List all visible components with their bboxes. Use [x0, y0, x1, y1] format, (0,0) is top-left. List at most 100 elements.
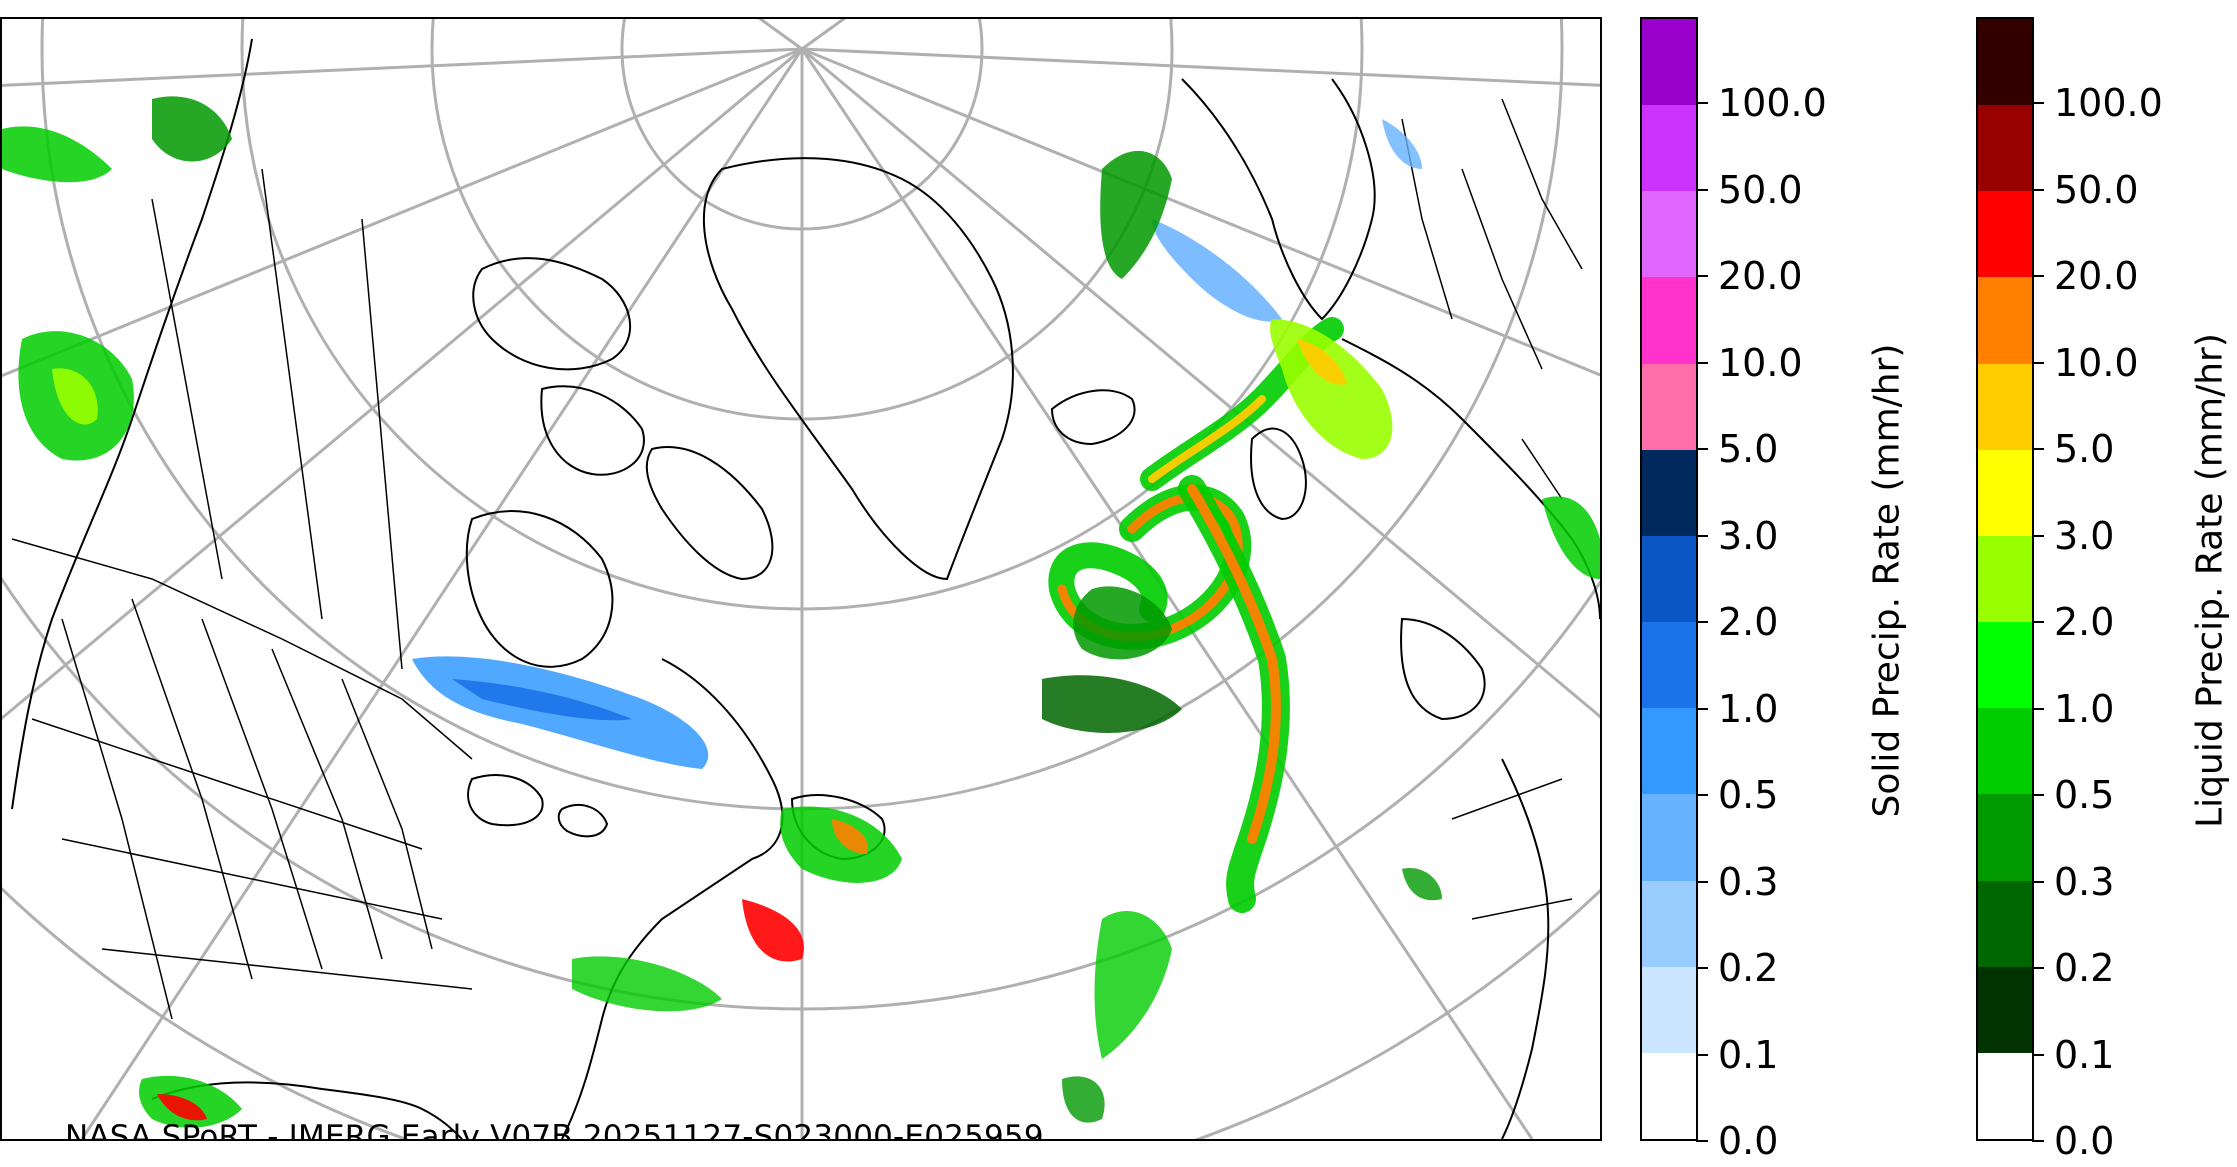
- europe-border: [1501, 98, 1583, 270]
- rain-scandinavia: [1270, 319, 1393, 459]
- colorbar-tick: [1696, 880, 1708, 883]
- snow-scandinavia: [1152, 219, 1282, 322]
- iberia-coast: [1400, 617, 1486, 721]
- political-borders: [11, 98, 1583, 1020]
- britain-coast: [1250, 427, 1307, 521]
- colorbar-tick-label: 0.2: [2054, 946, 2115, 991]
- colorbar-tick: [2032, 621, 2044, 624]
- colorbar-tick: [2032, 275, 2044, 278]
- colorbar-tick: [2032, 794, 2044, 797]
- meridian-line: [2, 47, 803, 378]
- colorbar-tick-label: 0.3: [1718, 859, 1779, 904]
- colorbar-tick-label: 1.0: [1718, 686, 1779, 731]
- colorbar-swatch: [1978, 1052, 2032, 1139]
- colorbar-tick: [2032, 361, 2044, 364]
- rain-pacific: [2, 126, 112, 183]
- rain-newfoundland: [832, 819, 868, 854]
- meridian-line: [801, 47, 1600, 719]
- meridian-line: [757, 19, 803, 51]
- great-lakes: [557, 804, 609, 838]
- map-credit-label: NASA SPoRT - IMERG Early V07B 20251127-S…: [65, 1119, 1044, 1141]
- rain-cyclone-core: [1073, 586, 1172, 660]
- colorbar-swatch: [1642, 794, 1696, 881]
- great-lakes: [467, 774, 544, 827]
- colorbar-tick: [1696, 275, 1708, 278]
- colorbar-tick-label: 3.0: [2054, 513, 2115, 558]
- na-west-coast: [11, 38, 253, 810]
- colorbar-tick: [1696, 707, 1708, 710]
- colorbar-swatch: [1642, 191, 1696, 278]
- meridian-line: [801, 47, 1600, 87]
- state-border: [271, 648, 383, 960]
- colorbar-swatch: [1642, 708, 1696, 795]
- africa-coast: [1501, 758, 1550, 1139]
- graticule: [2, 19, 1600, 1139]
- colorbar-tick-label: 0.0: [2054, 1119, 2115, 1163]
- colorbar-tick: [2032, 448, 2044, 451]
- colorbar-tick-label: 100.0: [2054, 81, 2163, 126]
- colorbar-tick-label: 3.0: [1718, 513, 1779, 558]
- arctic-islands: [472, 257, 631, 371]
- state-border: [201, 618, 323, 970]
- colorbar-tick: [2032, 707, 2044, 710]
- colorbar-tick-label: 0.5: [2054, 773, 2115, 818]
- colorbar-swatch: [1978, 622, 2032, 709]
- colorbar-tick-label: 2.0: [2054, 600, 2115, 645]
- scandinavia-coast: [1181, 78, 1376, 321]
- state-border: [341, 678, 433, 950]
- colorbar-tick: [2032, 1053, 2044, 1056]
- rain-pacific: [152, 96, 232, 162]
- colorbar-tick-label: 0.1: [2054, 1032, 2115, 1077]
- rain-europe: [1542, 496, 1600, 579]
- colorbar-swatch: [1642, 1052, 1696, 1139]
- colorbar-tick-label: 0.3: [2054, 859, 2115, 904]
- colorbar-swatch: [1978, 449, 2032, 536]
- snow-band-canada: [452, 679, 632, 721]
- iceland-coast: [1050, 389, 1136, 446]
- colorbar-tick: [1696, 1140, 1708, 1142]
- province-border: [261, 168, 323, 620]
- colorbar-tick-label: 100.0: [1718, 81, 1827, 126]
- colorbar-swatch: [1978, 794, 2032, 881]
- colorbar-tick-label: 1.0: [2054, 686, 2115, 731]
- colorbar-tick: [1696, 1053, 1708, 1056]
- solid-precip-colorbar: [1640, 17, 1698, 1141]
- na-east-coast: [561, 658, 784, 1139]
- map-canvas: [2, 19, 1600, 1139]
- colorbar-tick-label: 0.2: [1718, 946, 1779, 991]
- colorbar-tick-label: 10.0: [1718, 340, 1803, 385]
- greenland-coast: [702, 157, 1014, 581]
- rain-atlantic: [742, 899, 804, 962]
- rain-west-africa-offshore: [1402, 868, 1442, 901]
- rain-pacific: [52, 368, 98, 425]
- colorbar-swatch: [1642, 105, 1696, 192]
- colorbar-swatch: [1642, 535, 1696, 623]
- baffin-island: [645, 446, 774, 581]
- colorbar-tick-label: 20.0: [1718, 254, 1803, 299]
- province-border: [361, 218, 403, 670]
- europe-coast: [1341, 338, 1600, 620]
- state-border: [131, 598, 253, 980]
- colorbar-tick: [1696, 794, 1708, 797]
- colorbar-tick: [1696, 967, 1708, 970]
- europe-border: [1521, 438, 1563, 500]
- colorbar-tick: [2032, 967, 2044, 970]
- colorbar-swatch: [1642, 966, 1696, 1053]
- state-border: [61, 838, 443, 920]
- colorbar-swatch: [1978, 277, 2032, 364]
- state-border: [61, 618, 173, 1020]
- colorbar-swatch: [1642, 880, 1696, 967]
- coastlines: [11, 38, 1600, 1139]
- snow-scandinavia: [1382, 119, 1422, 169]
- colorbar-swatch: [1978, 966, 2032, 1053]
- colorbar-tick-label: 0.1: [1718, 1032, 1779, 1077]
- colorbar-swatch: [1978, 191, 2032, 278]
- rain-atlantic: [572, 956, 722, 1012]
- liquid-precip-colorbar: [1976, 17, 2034, 1141]
- colorbar-tick: [2032, 880, 2044, 883]
- africa-border: [1451, 778, 1563, 820]
- africa-border: [1471, 898, 1573, 920]
- europe-border: [1461, 168, 1543, 370]
- colorbar-tick-label: 50.0: [2054, 167, 2139, 212]
- meridian-line: [801, 19, 847, 51]
